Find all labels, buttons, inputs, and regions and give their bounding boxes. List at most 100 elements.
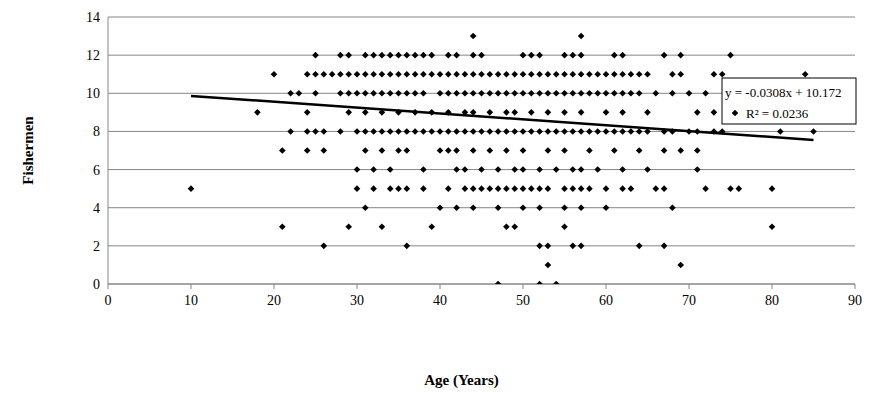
point [636, 71, 643, 78]
point [188, 185, 195, 192]
point [545, 71, 552, 78]
point [304, 128, 311, 135]
point [379, 223, 386, 230]
point [453, 128, 460, 135]
point [520, 204, 527, 211]
point [561, 109, 568, 116]
point [321, 71, 328, 78]
point [412, 52, 419, 59]
x-tick [772, 284, 773, 289]
point [661, 147, 668, 154]
point [511, 185, 518, 192]
point [661, 52, 668, 59]
point [769, 185, 776, 192]
point [495, 90, 502, 97]
point [727, 52, 734, 59]
x-tick-label: 90 [848, 293, 862, 308]
point [578, 109, 585, 116]
point [287, 90, 294, 97]
x-axis [108, 284, 855, 285]
point [810, 128, 817, 135]
point [404, 90, 411, 97]
x-axis-title: Age (Years) [424, 372, 499, 389]
point [470, 128, 477, 135]
point [628, 90, 635, 97]
point [736, 185, 743, 192]
point [636, 128, 643, 135]
point [287, 128, 294, 135]
point [669, 90, 676, 97]
point [545, 243, 552, 250]
point [511, 90, 518, 97]
point [321, 147, 328, 154]
point [470, 33, 477, 40]
point [702, 90, 709, 97]
point [536, 243, 543, 250]
point [337, 71, 344, 78]
point [487, 109, 494, 116]
point [536, 90, 543, 97]
point [528, 90, 535, 97]
point [570, 71, 577, 78]
point [404, 52, 411, 59]
point [520, 52, 527, 59]
point [445, 52, 452, 59]
point [412, 90, 419, 97]
point [462, 166, 469, 173]
point [387, 52, 394, 59]
point [453, 204, 460, 211]
point [387, 166, 394, 173]
point [619, 71, 626, 78]
point [503, 71, 510, 78]
point [594, 128, 601, 135]
y-tick-label: 10 [86, 86, 100, 101]
point [570, 166, 577, 173]
point [570, 128, 577, 135]
grid-line [108, 284, 855, 285]
point [462, 185, 469, 192]
point [545, 262, 552, 269]
x-tick-label: 20 [267, 293, 281, 308]
point [653, 90, 660, 97]
point [387, 128, 394, 135]
point [644, 71, 651, 78]
point [528, 128, 535, 135]
point [503, 223, 510, 230]
point [478, 128, 485, 135]
point [362, 90, 369, 97]
y-tick-label: 8 [93, 124, 100, 139]
point [279, 223, 286, 230]
point [370, 166, 377, 173]
point [619, 52, 626, 59]
point [437, 204, 444, 211]
point [694, 109, 701, 116]
point [594, 90, 601, 97]
point [636, 90, 643, 97]
point [578, 185, 585, 192]
x-tick [440, 284, 441, 289]
point [636, 147, 643, 154]
point [561, 223, 568, 230]
point [719, 71, 726, 78]
point [586, 147, 593, 154]
point [495, 71, 502, 78]
point [503, 128, 510, 135]
point [362, 109, 369, 116]
point [453, 166, 460, 173]
point [511, 128, 518, 135]
point [370, 128, 377, 135]
point [254, 109, 261, 116]
point [769, 223, 776, 230]
point [453, 147, 460, 154]
point [487, 90, 494, 97]
point [702, 185, 709, 192]
point [603, 204, 610, 211]
point [487, 185, 494, 192]
point [470, 71, 477, 78]
point [503, 185, 510, 192]
x-tick [357, 284, 358, 289]
point [304, 147, 311, 154]
grid-line [108, 207, 855, 208]
point [312, 128, 319, 135]
point [545, 185, 552, 192]
